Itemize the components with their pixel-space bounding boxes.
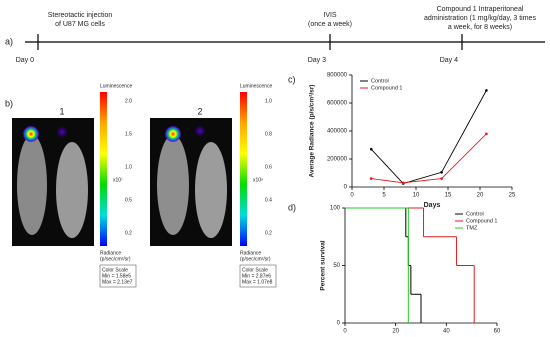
panel-label: b) xyxy=(5,98,13,108)
y-axis-label: Average Radiance (p/s/cm²/sr) xyxy=(309,85,316,178)
x-tick-label: 5 xyxy=(382,193,386,199)
image-label: 2 xyxy=(197,106,202,116)
event-label: Compound 1 Intraperitoneal xyxy=(437,6,524,13)
y-tick-label: 0 xyxy=(337,321,341,327)
day-label: Day 3 xyxy=(308,57,326,64)
point xyxy=(485,89,488,92)
scale-title: Luminescence xyxy=(240,83,272,89)
event-label: administration (1 mg/kg/day, 3 times xyxy=(424,15,536,22)
y-tick-label: 50 xyxy=(333,263,340,269)
image-label: 1 xyxy=(59,106,64,116)
point xyxy=(440,171,443,174)
y-tick-label: 0 xyxy=(344,185,348,191)
day-label: Day 0 xyxy=(16,57,34,64)
legend-label: Control xyxy=(371,78,389,84)
color-scale-text: Color Scale xyxy=(102,267,128,273)
series-line xyxy=(370,90,487,185)
x-tick-label: 40 xyxy=(443,329,450,335)
event-label: IVIS xyxy=(323,12,337,19)
x-tick-label: 20 xyxy=(392,329,399,335)
y-axis-label: Percent survival xyxy=(320,240,327,290)
event-label: Stereotactic injection xyxy=(48,12,113,19)
colorbar-tick: 0.6 xyxy=(265,164,272,170)
panel-label: a) xyxy=(5,36,13,46)
x-tick-label: 25 xyxy=(509,193,516,199)
x-tick-label: 10 xyxy=(413,193,420,199)
event-label: of U87 MG cells xyxy=(55,21,105,28)
x-tick-label: 60 xyxy=(494,329,501,335)
colorbar-tick: 1.5 xyxy=(125,131,132,137)
color-scale-text: Min = 1.58e5 xyxy=(102,273,131,279)
panel-label: c) xyxy=(288,74,296,84)
colorbar-tick: 2.0 xyxy=(125,98,132,104)
colorbar xyxy=(100,92,107,246)
color-scale-text: Max = 2.13e7 xyxy=(102,279,133,285)
y-tick-label: 100 xyxy=(330,206,341,212)
colorbar-unit: Radiance xyxy=(240,250,261,256)
y-tick-label: 200000 xyxy=(327,157,348,163)
x-tick-label: 20 xyxy=(477,193,484,199)
y-tick-label: 400000 xyxy=(327,129,348,135)
color-scale-text: Max = 1.07e8 xyxy=(242,279,273,285)
color-scale-text: Min = 2.87e6 xyxy=(242,273,271,279)
event-label: (once a week) xyxy=(308,21,352,28)
legend-label: Compound 1 xyxy=(466,218,498,224)
colorbar-multiplier: x10⁸ xyxy=(253,177,263,183)
colorbar-tick: 1.0 xyxy=(265,98,272,104)
colorbar-unit: (p/sec/cm²/sr) xyxy=(100,256,131,262)
colorbar-multiplier: x10⁷ xyxy=(113,177,123,183)
y-tick-label: 600000 xyxy=(327,101,348,107)
series-line xyxy=(371,133,487,184)
legend-label: Compound 1 xyxy=(371,85,403,91)
colorbar-tick: 0.2 xyxy=(265,230,272,236)
colorbar-tick: 0.5 xyxy=(125,197,132,203)
x-tick-label: 0 xyxy=(350,193,354,199)
x-axis-label: Days xyxy=(424,202,441,209)
photo-2 xyxy=(150,118,232,246)
point xyxy=(485,132,488,136)
color-scale-text: Color Scale xyxy=(242,267,268,273)
x-tick-label: 15 xyxy=(445,193,452,199)
colorbar-tick: 0.4 xyxy=(265,197,272,203)
colorbar-tick: 0.2 xyxy=(125,230,132,236)
colorbar-unit: (p/sec/cm²/sr) xyxy=(240,256,271,262)
event-label: a week, for 8 weeks) xyxy=(448,24,512,31)
colorbar xyxy=(240,92,247,246)
panel-label: d) xyxy=(288,202,296,212)
color-scale-box xyxy=(239,264,277,288)
scale-title: Luminescence xyxy=(100,83,132,89)
point xyxy=(440,177,443,180)
day-label: Day 4 xyxy=(440,57,458,64)
y-tick-label: 800000 xyxy=(327,73,348,79)
colorbar-tick: 1.0 xyxy=(125,164,132,170)
point xyxy=(401,181,405,185)
photo-1 xyxy=(12,118,94,246)
color-scale-box xyxy=(99,264,137,288)
colorbar-tick: 0.8 xyxy=(265,131,272,137)
x-tick-label: 0 xyxy=(343,329,347,335)
colorbar-unit: Radiance xyxy=(100,250,121,256)
legend-label: Control xyxy=(466,211,484,217)
point xyxy=(369,177,373,180)
legend-label: TMZ xyxy=(466,225,478,231)
point xyxy=(369,147,373,151)
